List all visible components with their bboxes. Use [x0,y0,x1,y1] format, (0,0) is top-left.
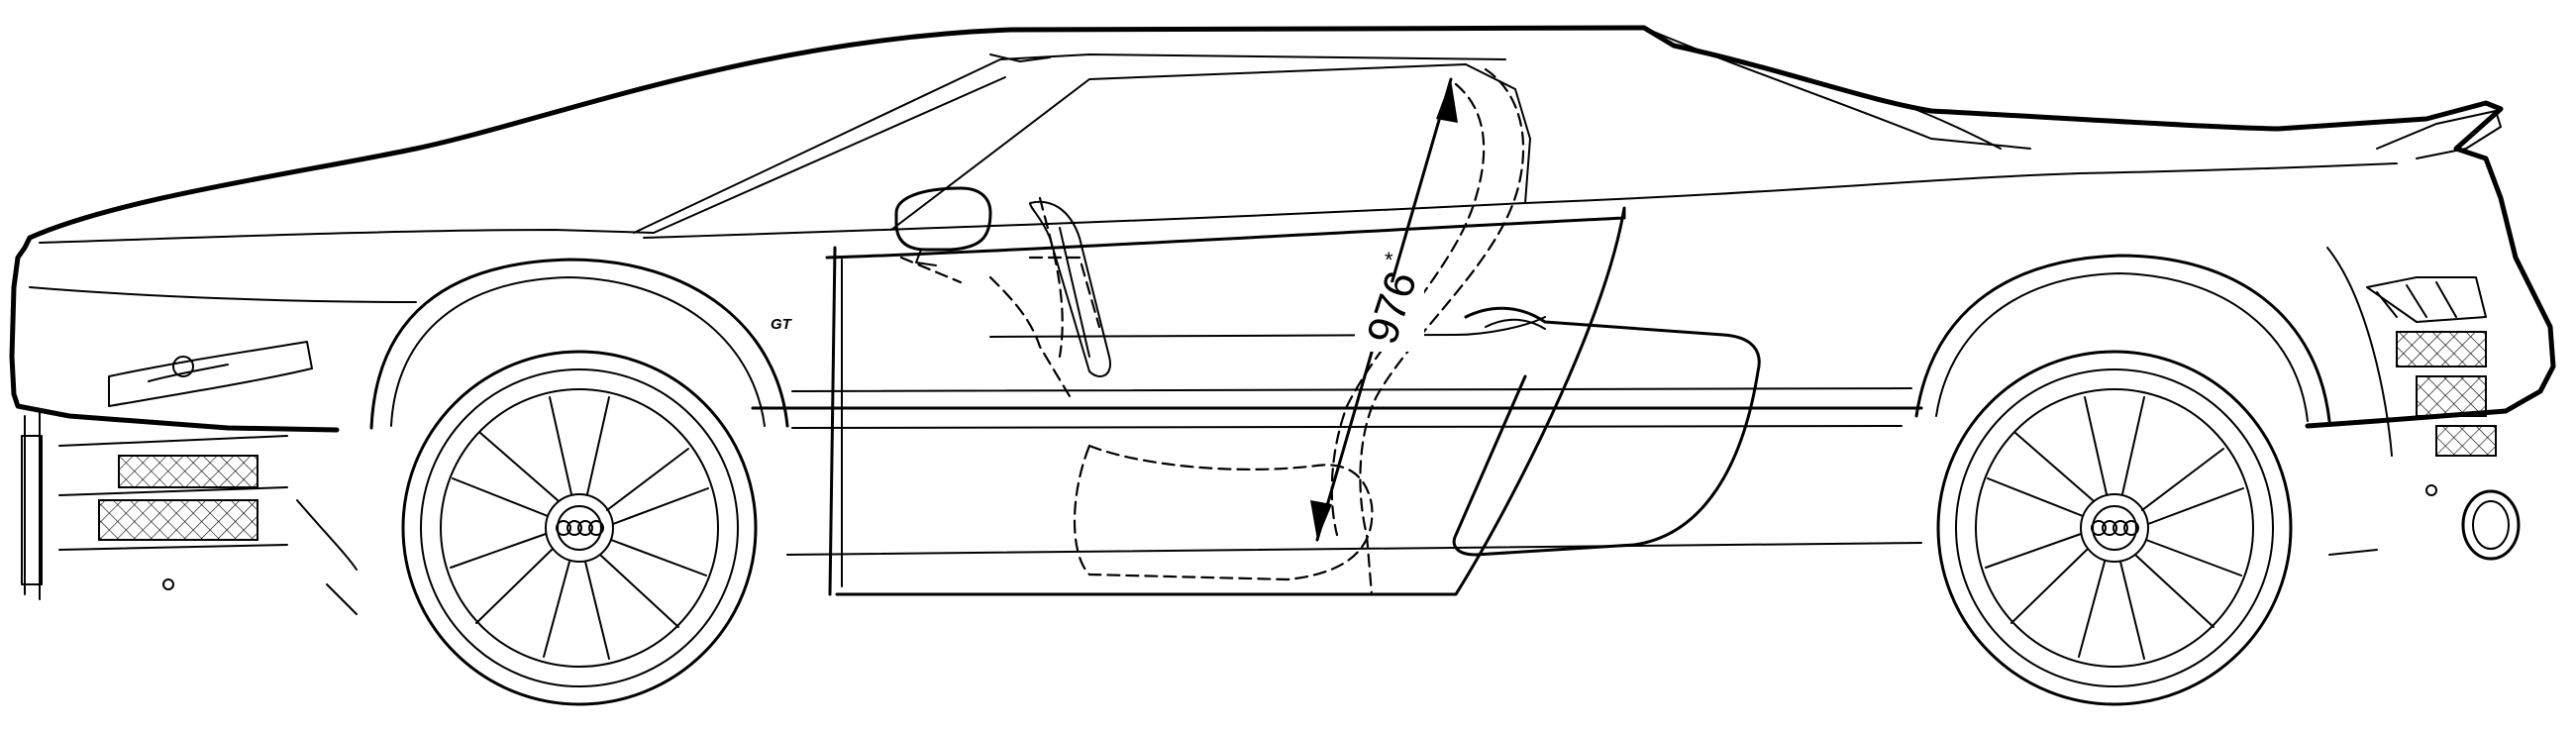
side-blade [1452,306,1761,557]
rear-intake-upper [2396,331,2487,367]
svg-text:GT: GT [771,316,793,333]
side-window [890,63,1531,231]
lower-details [326,542,2378,615]
greenhouse [633,27,2398,239]
arrow-head-top [1436,79,1458,123]
headlight [108,341,313,407]
rear-deck [1643,27,2031,150]
rocker-lower [791,425,1903,429]
rear-intake-lower [2416,375,2487,417]
dimension-arrow [1310,77,1458,542]
steering-wheel [1029,200,1111,377]
dimension-marker: * [1385,248,1393,272]
rear-fascia [2326,110,2521,561]
rear-wheel-arch [1914,254,2331,423]
front-wheel-spokes [450,396,709,660]
front-nose [9,235,340,433]
taillight [2366,276,2487,323]
front-intake-lower [98,499,258,541]
rear-wheel-spokes [1985,396,2244,660]
rear-wheel [1936,350,2293,706]
door-handle-line [989,316,1546,338]
door-outline [825,206,1626,596]
rear-hub-logo [2091,520,2139,536]
rear-bottom [2305,418,2380,429]
rocker-upper [791,387,1912,392]
front-wheel [401,350,758,706]
front-hood-line [39,229,655,244]
belt-line [643,162,2398,239]
front-wheel-arch [369,258,789,430]
side-mirror [894,186,992,266]
front-fascia [21,229,655,600]
arrow-head-bottom [1310,500,1332,540]
seat-outline [899,67,1525,596]
exhaust-tip [2461,489,2521,561]
door [825,206,1626,596]
front-hub-logo [556,520,604,536]
windshield [633,53,1506,234]
rear-spoiler [2376,110,2502,159]
roof-line [27,25,2556,424]
body-outline [9,25,2556,433]
front-intake-upper [118,455,258,488]
rear-intake-bottom [2435,425,2497,457]
gt-badge: GT [771,316,793,333]
